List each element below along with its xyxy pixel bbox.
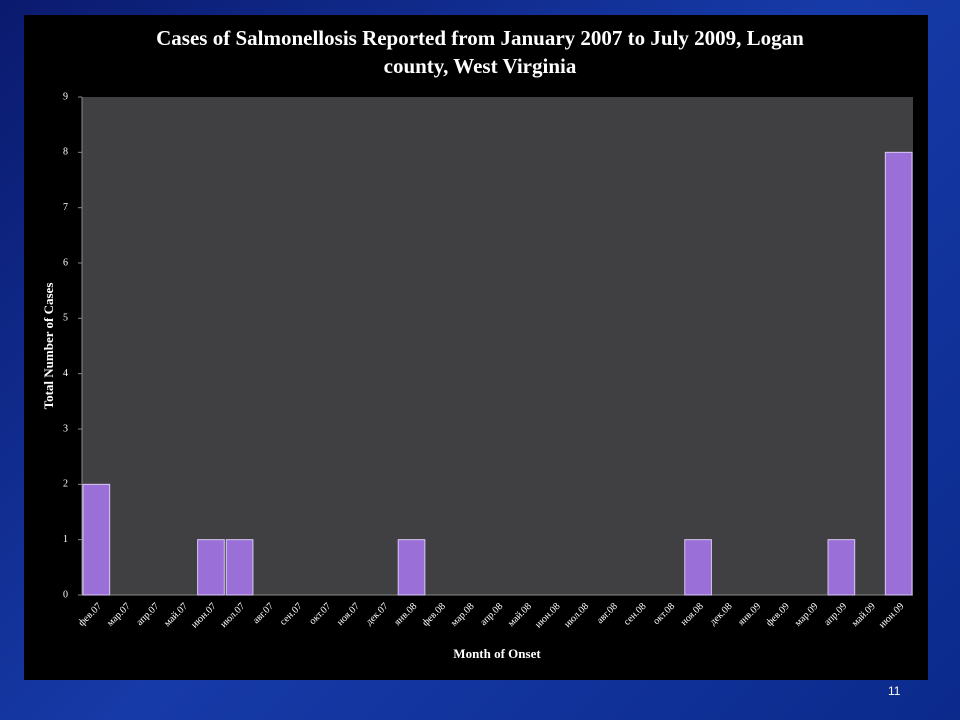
- y-axis-label: Total Number of Cases: [41, 283, 56, 410]
- bar: [684, 539, 712, 596]
- y-tick-label: 5: [63, 313, 68, 324]
- y-tick-label: 2: [63, 479, 68, 490]
- y-tick-label: 0: [63, 589, 68, 600]
- slide-number: 11: [888, 684, 901, 698]
- bar: [82, 483, 111, 596]
- bar: [197, 539, 225, 596]
- bar: [827, 539, 856, 596]
- y-tick-label: 9: [63, 91, 68, 102]
- chart-title: Cases of Salmonellosis Reported from Jan…: [156, 26, 804, 78]
- y-tick-label: 6: [63, 257, 68, 268]
- y-tick-label: 7: [63, 202, 68, 213]
- title-box: Cases of Salmonellosis Reported from Jan…: [156, 26, 804, 78]
- y-tick-label: 3: [63, 423, 68, 434]
- plot-area: [82, 97, 913, 595]
- y-tick-label: 8: [63, 147, 68, 158]
- x-axis-label: Month of Onset: [453, 646, 541, 661]
- y-tick-label: 4: [63, 368, 68, 379]
- bar: [225, 539, 254, 596]
- bar: [397, 539, 426, 596]
- bar: [884, 151, 913, 596]
- y-tick-label: 1: [63, 534, 68, 545]
